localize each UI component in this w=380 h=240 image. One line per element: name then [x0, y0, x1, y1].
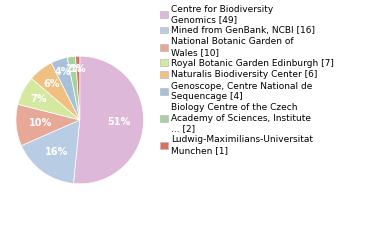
Legend: Centre for Biodiversity
Genomics [49], Mined from GenBank, NCBI [16], National B: Centre for Biodiversity Genomics [49], M…	[160, 5, 334, 155]
Wedge shape	[67, 56, 80, 120]
Wedge shape	[32, 63, 80, 120]
Text: 2%: 2%	[65, 64, 81, 74]
Text: 10%: 10%	[29, 118, 52, 128]
Wedge shape	[73, 56, 144, 184]
Text: 6%: 6%	[43, 79, 60, 89]
Text: 4%: 4%	[55, 67, 71, 77]
Text: 1%: 1%	[70, 64, 86, 74]
Text: 7%: 7%	[31, 94, 47, 104]
Text: 51%: 51%	[108, 117, 131, 127]
Wedge shape	[18, 78, 80, 120]
Wedge shape	[76, 56, 80, 120]
Wedge shape	[21, 120, 80, 184]
Wedge shape	[51, 57, 80, 120]
Text: 16%: 16%	[45, 147, 68, 157]
Wedge shape	[16, 104, 80, 146]
